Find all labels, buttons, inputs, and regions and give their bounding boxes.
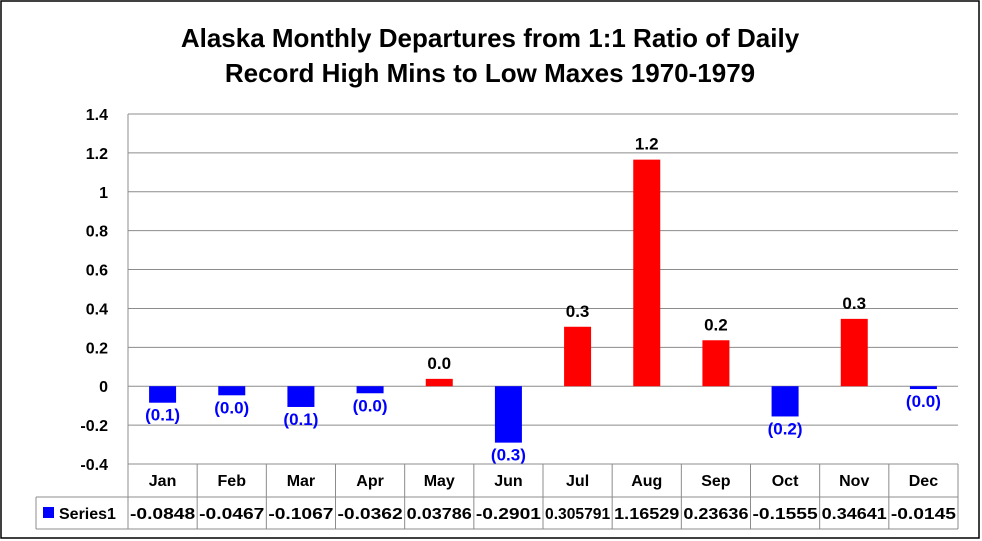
table-value-jan: -0.0848 xyxy=(130,506,195,523)
bar-jun xyxy=(494,386,522,443)
table-value-oct: -0.1555 xyxy=(753,506,818,523)
bar-dec xyxy=(909,386,937,390)
data-label-may: 0.0 xyxy=(427,354,451,373)
table-value-aug: 1.16529 xyxy=(614,506,679,523)
y-tick-label: 0.8 xyxy=(86,224,108,241)
category-label-sep: Sep xyxy=(701,473,731,490)
bar-feb xyxy=(218,386,246,396)
y-tick-label: -0.2 xyxy=(80,418,108,435)
y-tick-label: 1.2 xyxy=(86,146,108,163)
data-label-mar: (0.1) xyxy=(283,410,318,429)
data-label-oct: (0.2) xyxy=(768,419,803,438)
y-tick-label: -0.4 xyxy=(80,457,108,474)
category-label-oct: Oct xyxy=(772,473,799,490)
table-value-nov: 0.34641 xyxy=(822,506,887,523)
bar-apr xyxy=(356,386,384,394)
bar-nov xyxy=(840,318,868,387)
table-value-sep: 0.23636 xyxy=(683,506,748,523)
data-table: Jan -0.0848 Feb -0.0467 Mar -0.1067 Apr -0.0362… xyxy=(35,463,959,530)
data-label-aug: 1.2 xyxy=(635,135,659,154)
legend-series-name: Series1 xyxy=(59,506,116,523)
y-tick-label: 0.2 xyxy=(86,340,108,357)
category-label-nov: Nov xyxy=(839,473,869,490)
data-label-sep: 0.2 xyxy=(704,315,728,334)
data-label-jun: (0.3) xyxy=(491,446,526,465)
category-label-may: May xyxy=(424,473,455,490)
data-label-apr: (0.0) xyxy=(353,396,388,415)
category-label-dec: Dec xyxy=(909,473,938,490)
category-label-jan: Jan xyxy=(149,473,177,490)
category-label-jul: Jul xyxy=(566,473,589,490)
category-label-jun: Jun xyxy=(494,473,522,490)
bar-sep xyxy=(702,340,730,387)
table-value-may: 0.03786 xyxy=(407,506,472,523)
category-label-aug: Aug xyxy=(631,473,662,490)
table-value-apr: -0.0362 xyxy=(338,506,403,523)
bar-aug xyxy=(633,159,661,387)
category-label-apr: Apr xyxy=(356,473,384,490)
bar-jul xyxy=(564,326,592,387)
category-label-mar: Mar xyxy=(287,473,315,490)
y-tick-label: 0.6 xyxy=(86,263,108,280)
data-label-dec: (0.0) xyxy=(906,392,941,411)
data-label-jul: 0.3 xyxy=(566,302,590,321)
y-tick-label: 1 xyxy=(99,185,108,202)
data-label-feb: (0.0) xyxy=(214,398,249,417)
y-tick-label: 1.4 xyxy=(86,107,108,124)
bars xyxy=(149,159,937,443)
chart-title-line-1: Alaska Monthly Departures from 1:1 Ratio… xyxy=(181,23,800,53)
table-value-dec: -0.0145 xyxy=(891,506,956,523)
table-value-feb: -0.0467 xyxy=(199,506,264,523)
category-label-feb: Feb xyxy=(218,473,247,490)
table-value-jul: 0.305791 xyxy=(545,506,610,523)
bar-mar xyxy=(287,386,315,407)
data-labels: (0.1) (0.0) (0.1) (0.0) 0.0 (0.3) 0.3 1.2 0.2 (0.… xyxy=(145,135,941,465)
table-value-mar: -0.1067 xyxy=(268,506,333,523)
y-tick-label: 0 xyxy=(99,379,108,396)
y-axis-tick-labels: -0.4 -0.2 0 0.2 0.4 0.6 0.8 1 1.2 1.4 xyxy=(80,107,108,474)
bar-may xyxy=(425,378,453,387)
data-label-jan: (0.1) xyxy=(145,406,180,425)
bar-oct xyxy=(771,386,799,417)
data-label-nov: 0.3 xyxy=(842,294,866,313)
bar-jan xyxy=(149,386,177,403)
y-tick-label: 0.4 xyxy=(86,301,108,318)
legend-key xyxy=(43,507,54,518)
chart-title-line-2: Record High Mins to Low Maxes 1970-1979 xyxy=(225,58,755,88)
table-value-jun: -0.2901 xyxy=(476,506,541,523)
